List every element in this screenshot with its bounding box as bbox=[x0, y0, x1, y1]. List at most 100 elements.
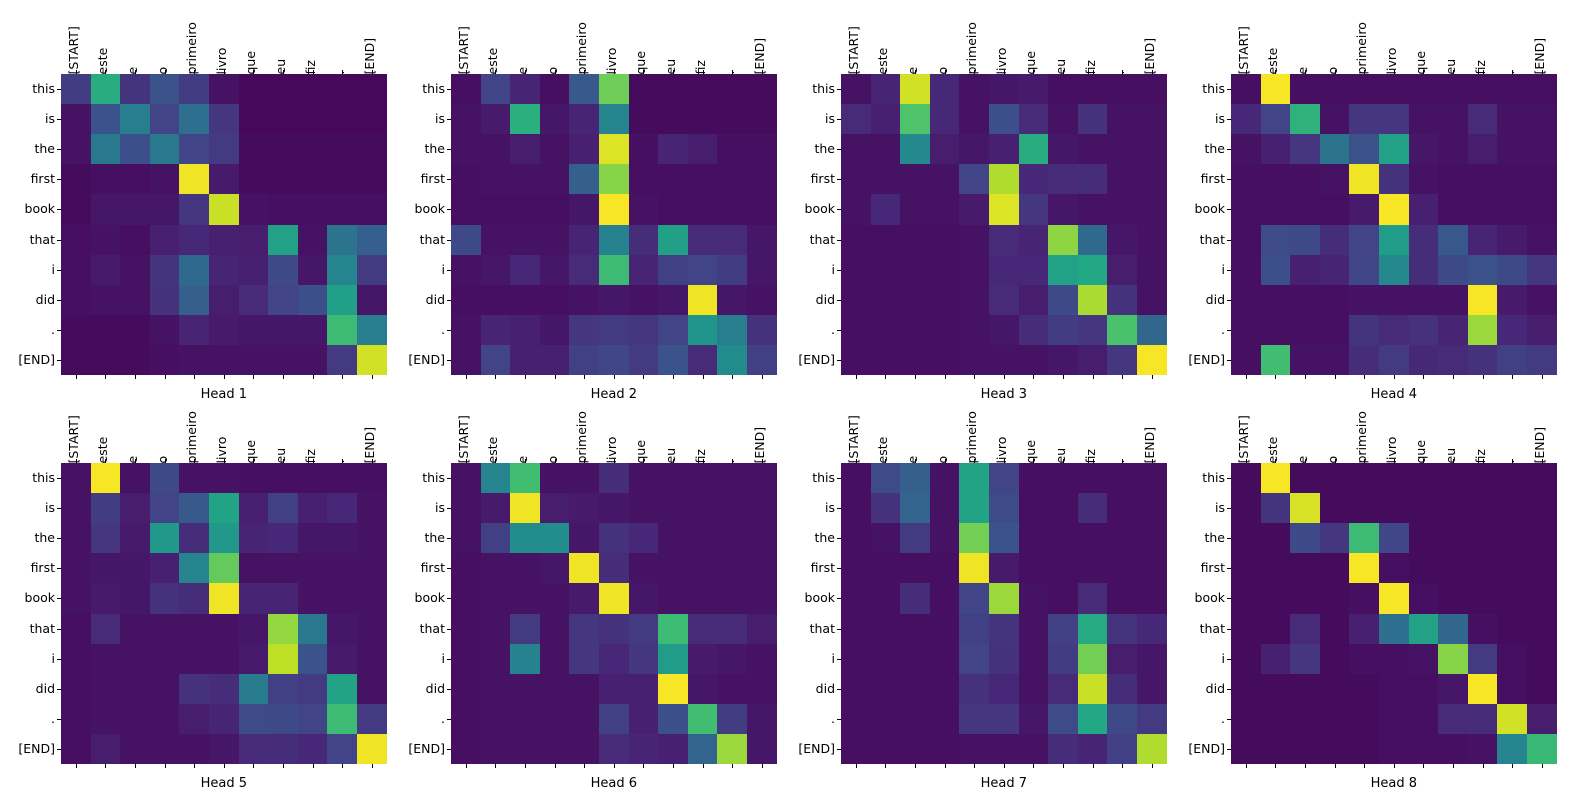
attention-cell bbox=[356, 523, 387, 554]
attention-cell bbox=[1408, 224, 1439, 255]
attention-cell bbox=[1077, 344, 1108, 375]
attention-cell bbox=[1526, 134, 1557, 165]
attention-cell bbox=[510, 284, 540, 315]
attention-cell bbox=[1107, 134, 1137, 165]
x-axis-tick-mark bbox=[1063, 70, 1064, 74]
panel-title: Head 4 bbox=[1370, 387, 1417, 402]
x-axis-tick-mark bbox=[164, 764, 166, 768]
attention-cell bbox=[539, 164, 570, 195]
attention-cell bbox=[297, 463, 328, 494]
attention-cell bbox=[179, 134, 209, 165]
attention-cell bbox=[268, 673, 298, 704]
attention-cell bbox=[90, 553, 121, 584]
attention-cell bbox=[1290, 164, 1320, 195]
x-axis-tick-mark bbox=[1092, 459, 1094, 463]
x-axis-tick-mark bbox=[915, 764, 916, 768]
x-axis-tick-mark bbox=[1275, 375, 1277, 379]
attention-cell bbox=[120, 493, 150, 524]
y-axis-tick-label: did bbox=[815, 291, 835, 307]
attention-cell bbox=[510, 583, 540, 614]
x-axis-tick-label: o bbox=[934, 66, 950, 74]
attention-cell bbox=[1319, 74, 1350, 105]
attention-cell bbox=[1018, 523, 1049, 554]
attention-cell bbox=[717, 104, 747, 135]
attention-cell bbox=[746, 673, 777, 704]
x-axis-tick-mark bbox=[465, 70, 467, 74]
x-axis-tick-mark bbox=[1541, 70, 1543, 74]
x-axis-tick-label: o bbox=[154, 455, 170, 463]
attention-cell bbox=[1497, 523, 1527, 554]
x-axis-tick-mark bbox=[885, 70, 887, 74]
attention-cell bbox=[1077, 284, 1108, 315]
attention-cell bbox=[959, 194, 989, 225]
x-axis-tick-mark bbox=[761, 70, 763, 74]
attention-cell bbox=[1497, 643, 1527, 674]
attention-cell bbox=[628, 643, 659, 674]
x-axis-tick-mark bbox=[135, 375, 136, 379]
x-axis-tick-mark bbox=[761, 764, 763, 768]
attention-cell bbox=[297, 733, 328, 764]
x-axis-tick-mark bbox=[944, 459, 946, 463]
x-axis-tick-label: [END] bbox=[1141, 37, 1157, 74]
x-axis-tick-mark bbox=[643, 375, 645, 379]
attention-cell bbox=[929, 523, 960, 554]
attention-cell bbox=[451, 164, 481, 195]
attention-cell bbox=[268, 284, 298, 315]
attention-cell bbox=[1408, 344, 1439, 375]
y-axis-tick-label: first bbox=[1200, 560, 1225, 576]
attention-cell bbox=[480, 224, 511, 255]
attention-cell bbox=[1438, 733, 1468, 764]
attention-cell bbox=[1077, 493, 1108, 524]
x-axis-tick-mark bbox=[194, 459, 196, 463]
attention-cell bbox=[1107, 553, 1137, 584]
attention-cell bbox=[628, 344, 659, 375]
attention-cell bbox=[1467, 224, 1498, 255]
y-axis-tick-mark bbox=[57, 598, 61, 600]
y-axis-tick-mark bbox=[837, 538, 841, 540]
attention-cell bbox=[929, 134, 960, 165]
attention-cell bbox=[510, 344, 540, 375]
y-axis-tick-mark bbox=[447, 329, 451, 331]
attention-cell bbox=[480, 164, 511, 195]
x-axis-tick-label: livro bbox=[993, 436, 1009, 463]
attention-cell bbox=[717, 254, 747, 285]
attention-cell bbox=[988, 344, 1019, 375]
attention-cell bbox=[870, 254, 901, 285]
attention-cell bbox=[1467, 463, 1498, 494]
attention-cell bbox=[480, 553, 511, 584]
attention-cell bbox=[959, 74, 989, 105]
x-axis-labels: [START] este e o primeiro livro que eu fiz. [END] bbox=[451, 397, 777, 463]
attention-cell bbox=[959, 104, 989, 135]
y-axis-tick-label: that bbox=[419, 231, 445, 247]
y-axis-tick-mark bbox=[1227, 748, 1231, 750]
x-axis-tick-label: livro bbox=[603, 436, 619, 463]
attention-cell bbox=[628, 104, 659, 135]
attention-cell bbox=[628, 74, 659, 105]
attention-cell bbox=[1438, 493, 1468, 524]
attention-cell bbox=[1231, 733, 1261, 764]
x-axis-tick-mark bbox=[525, 459, 526, 463]
y-axis-tick-label: [END] bbox=[18, 740, 55, 756]
attention-cell bbox=[208, 583, 239, 614]
y-axis-tick-label: book bbox=[24, 590, 55, 606]
heatmap-panel: [START] este e o primeiro livro que eu fiz. [END]… bbox=[798, 22, 1167, 401]
attention-cell bbox=[717, 553, 747, 584]
x-axis-tick-mark bbox=[465, 764, 467, 768]
attention-cell bbox=[569, 613, 599, 644]
attention-cell bbox=[658, 703, 688, 734]
attention-cell bbox=[1077, 74, 1108, 105]
x-axis-tick-mark bbox=[164, 375, 166, 379]
attention-cell bbox=[569, 164, 599, 195]
attention-cell bbox=[268, 164, 298, 195]
attention-cell bbox=[149, 284, 180, 315]
attention-cell bbox=[1290, 703, 1320, 734]
attention-cell bbox=[297, 553, 328, 584]
x-axis-tick-mark bbox=[584, 459, 586, 463]
attention-cell bbox=[569, 134, 599, 165]
attention-cell bbox=[1231, 224, 1261, 255]
attention-cell bbox=[1349, 74, 1379, 105]
x-axis-tick-label: eu bbox=[273, 58, 288, 74]
x-axis-tick-mark bbox=[465, 459, 467, 463]
attention-cell bbox=[120, 254, 150, 285]
attention-cell bbox=[297, 673, 328, 704]
